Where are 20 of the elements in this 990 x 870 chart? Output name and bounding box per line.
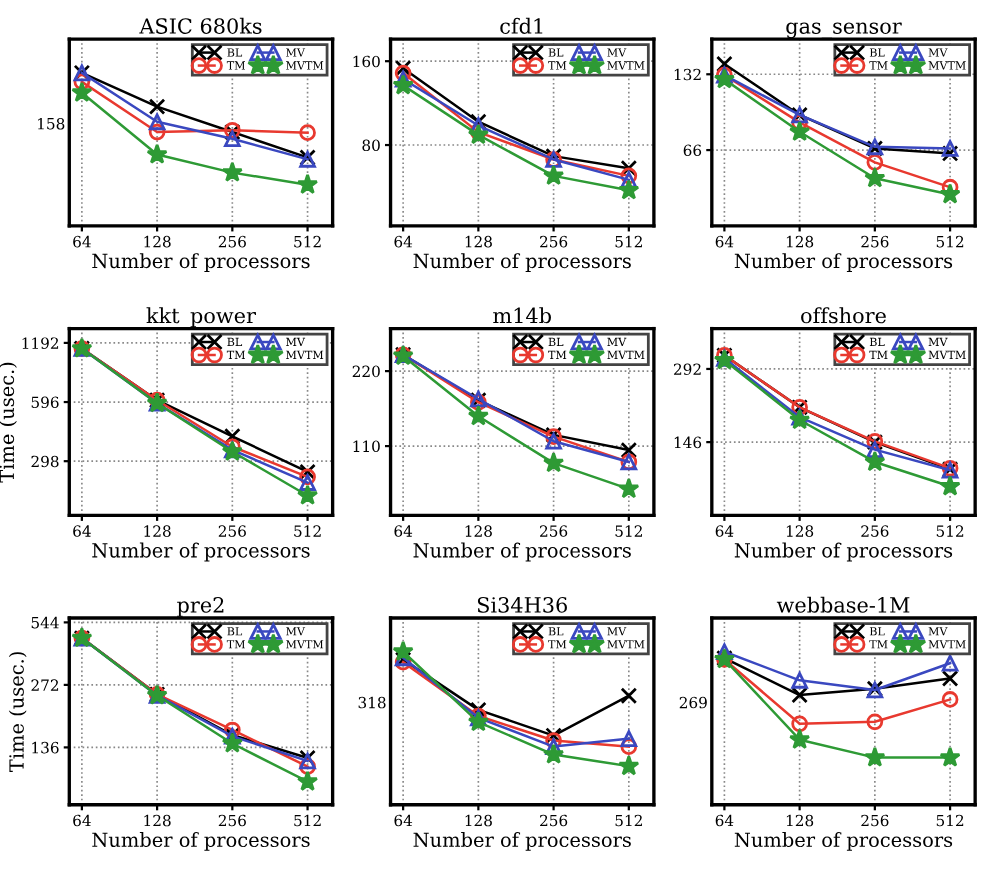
x-axis-title: Number of processors: [92, 253, 310, 272]
x-axis-title: Number of processors: [734, 542, 953, 562]
x-axis-title: Number of processors: [734, 832, 953, 851]
y-axis-title: Time (usec.): [0, 362, 17, 483]
x-axis-title: Number of processors: [734, 253, 953, 272]
x-axis-title: Number of processors: [413, 832, 631, 851]
x-axis-title: Number of processors: [92, 542, 310, 562]
chart-title: gas_sensor: [786, 22, 902, 39]
chart-title: m14b: [493, 307, 551, 324]
chart-title: cfd1: [500, 17, 543, 34]
x-axis-title: Number of processors: [92, 832, 310, 851]
chart-title: ASIC 680ks: [139, 17, 262, 34]
chart-title: Si34H36: [477, 597, 567, 613]
x-axis-title: Number of processors: [413, 542, 631, 562]
chart-title: pre2: [177, 597, 224, 617]
y-axis-title: Time (usec.): [8, 652, 27, 772]
chart-title: webbase-1M: [776, 596, 910, 613]
chart-title: offshore: [801, 307, 886, 324]
x-axis-title: Number of processors: [413, 253, 631, 272]
chart-title: kkt_power: [146, 307, 256, 328]
